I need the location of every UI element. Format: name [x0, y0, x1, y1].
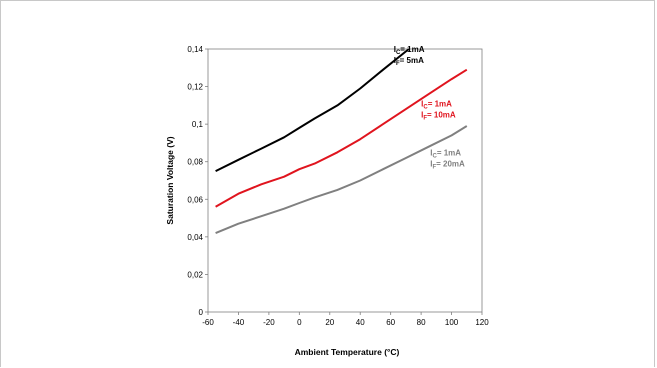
y-tick-label: 0 [199, 308, 204, 317]
x-tick-label: 80 [417, 318, 426, 327]
y-tick-label: 0,08 [187, 158, 203, 167]
x-tick-label: 20 [325, 318, 334, 327]
x-tick-label: 0 [297, 318, 302, 327]
y-tick-label: 0,02 [187, 270, 203, 279]
series-line-3 [215, 125, 468, 235]
series-line-2 [215, 68, 468, 208]
y-axis-title: Saturation Voltage (V) [165, 136, 175, 224]
series-line-1 [215, 48, 410, 172]
y-tick-label: 0,12 [187, 83, 203, 92]
series-annotation-1-line-2: IF= 5mA [394, 56, 424, 67]
plot-area [207, 48, 483, 313]
series-annotation-3-line-1: IC= 1mA [430, 149, 461, 160]
y-tick-label: 0,14 [187, 45, 203, 54]
x-axis-title: Ambient Temperature (°C) [295, 347, 400, 357]
x-tick-label: 100 [445, 318, 459, 327]
y-tick-label: 0,06 [187, 195, 203, 204]
y-axis-ticks: 0 0,02 0,04 0,06 0,08 0,1 0,12 0,14 [187, 45, 208, 317]
x-tick-label: -40 [233, 318, 245, 327]
x-axis-ticks: -60 -40 -20 0 20 40 60 80 100 120 [202, 312, 489, 327]
series-annotation-1-line-1: IC= 1mA [394, 45, 425, 56]
x-tick-label: 40 [356, 318, 365, 327]
series-group [215, 48, 468, 235]
x-tick-label: 120 [475, 318, 489, 327]
x-tick-label: -20 [263, 318, 275, 327]
y-tick-label: 0,1 [192, 120, 204, 129]
x-tick-label: 60 [386, 318, 395, 327]
x-tick-label: -60 [202, 318, 214, 327]
y-tick-label: 0,04 [187, 233, 203, 242]
series-annotation-3-line-2: IF= 20mA [430, 160, 465, 171]
series-annotation-2-line-1: IC= 1mA [421, 99, 452, 110]
plot-frame [207, 48, 483, 313]
series-annotation-2-line-2: IF= 10mA [421, 110, 456, 121]
